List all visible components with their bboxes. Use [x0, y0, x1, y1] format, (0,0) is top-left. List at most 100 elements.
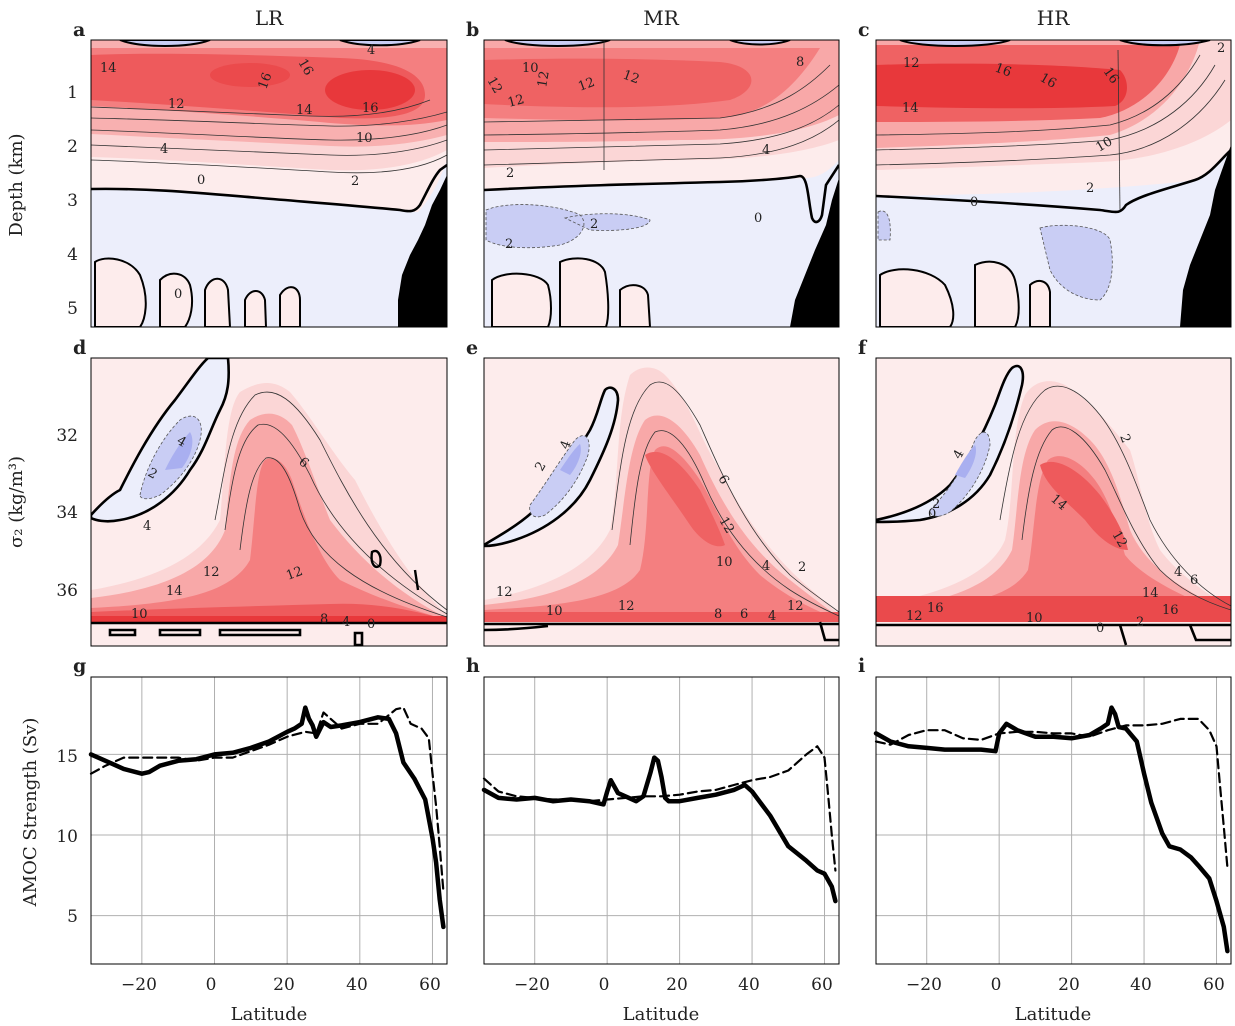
- lat-ticks-g: −20 0 20 40 60: [121, 975, 441, 995]
- panel-c-clabel: 16: [1037, 70, 1059, 91]
- panel-f-band-10: [876, 456, 1231, 622]
- panel-a-core-16b: [210, 63, 290, 87]
- panel-c-contours: [876, 49, 1226, 211]
- series-line-dashed: [874, 717, 1229, 869]
- panel-f-clabel: 14: [1142, 586, 1159, 601]
- panel-a-frame: [90, 39, 448, 328]
- ylabel-depth: Depth (km): [6, 133, 27, 236]
- amoc-tick-15: 15: [56, 747, 78, 767]
- panel-c-clabel: 10: [1094, 134, 1116, 155]
- panel-b-clabel: 12: [506, 92, 526, 111]
- panel-g-background: [91, 677, 447, 964]
- panel-d-negative-deep: [165, 432, 193, 470]
- panel-a-bottom-cells: [94, 257, 301, 327]
- panel-i-frame: [875, 676, 1232, 965]
- panel-b-frame: [483, 39, 840, 328]
- panel-c-clabel: 12: [903, 56, 920, 71]
- panel-a-clabel: 0: [197, 173, 205, 188]
- panel-a-clabel: 4: [160, 142, 168, 157]
- panel-d-clabel: 4: [342, 615, 350, 630]
- panel-a-clabel: 2: [351, 174, 359, 189]
- xlabel-i: Latitude: [1015, 1004, 1092, 1025]
- panel-a-clabel: 4: [367, 43, 375, 58]
- panel-g-frame: [90, 676, 448, 965]
- panel-a-core-16: [325, 70, 415, 110]
- panel-b-clabel: 0: [754, 211, 762, 226]
- panel-c-clabel: 16: [993, 61, 1014, 81]
- panel-d-frame: [90, 357, 448, 647]
- panel-e-clabel: 4: [762, 559, 770, 574]
- panel-g: [88, 676, 448, 965]
- panel-e-negative-deep: [560, 444, 581, 475]
- panel-letter-i: i: [858, 655, 865, 677]
- amoc-ticks: 5 10 15: [56, 747, 78, 927]
- panel-e-clabel: 12: [787, 599, 804, 614]
- panel-a-bathymetry: [398, 175, 447, 327]
- depth-tick-2: 2: [67, 137, 78, 157]
- ylabel-amoc: AMOC Strength (Sv): [20, 718, 41, 908]
- lat-tick-g-0: 0: [206, 975, 217, 995]
- panel-c-core-16: [876, 63, 1127, 109]
- panel-e-clabel: 12: [618, 599, 635, 614]
- panel-f-negative-deep: [955, 445, 976, 478]
- panel-a-clabel: 12: [168, 97, 185, 112]
- panel-a-clabel: 14: [296, 103, 313, 118]
- panel-b-contours: [484, 40, 839, 170]
- panel-a-clabel: 16: [295, 57, 316, 79]
- lat-tick-g-20: 20: [273, 975, 295, 995]
- lat-tick-h-m20: −20: [514, 975, 550, 995]
- depth-tick-4: 4: [67, 245, 78, 265]
- panel-d-small-contour: [370, 549, 420, 591]
- lat-tick-i-60: 60: [1203, 975, 1225, 995]
- panel-letter-c: c: [858, 19, 870, 41]
- panel-a-clabel: 14: [100, 61, 117, 76]
- panel-b-clabel: 4: [762, 143, 770, 158]
- panel-b: 10 12 12 12 12 12 8 4 2 0 2 2: [484, 40, 839, 327]
- sigma-tick-36: 36: [56, 581, 78, 601]
- series-line-dashed: [89, 706, 445, 893]
- lat-ticks-h: −20 0 20 40 60: [514, 975, 833, 995]
- lat-tick-h-0: 0: [599, 975, 610, 995]
- panel-f-clabel: 0: [1096, 621, 1104, 636]
- column-title-lr: LR: [255, 6, 284, 30]
- panel-letter-f: f: [858, 337, 868, 359]
- panel-e-clabel: 2: [798, 560, 806, 575]
- panel-f-clabel: 12: [906, 609, 923, 624]
- depth-tick-3: 3: [67, 191, 78, 211]
- panel-c-clabel: 0: [970, 195, 978, 210]
- lat-tick-i-m20: −20: [906, 975, 942, 995]
- panel-f-contour-labels: 2 4 0 2 14 12 4 6 14 16 12 16 10 0 2: [906, 432, 1198, 636]
- panel-b-clabel: 12: [576, 75, 597, 95]
- lat-tick-g-60: 60: [419, 975, 441, 995]
- panel-b-clabel: 10: [522, 61, 539, 76]
- panel-b-contour-labels: 10 12 12 12 12 12 8 4 2 0 2 2: [484, 55, 804, 252]
- panel-b-bottom-cells: [491, 257, 652, 327]
- panel-b-clabel: 2: [505, 237, 513, 252]
- series-line-dashed: [482, 745, 837, 872]
- panel-c-clabel: 14: [902, 101, 919, 116]
- sigma-tick-32: 32: [56, 426, 78, 446]
- panel-f-frame: [875, 357, 1232, 647]
- column-title-mr: MR: [643, 6, 679, 30]
- panel-c-zero-contour: [876, 149, 1231, 214]
- panel-a: 14 16 16 12 14 16 10 4 2 0 4 0: [91, 40, 447, 327]
- panel-d-clabel: 8: [320, 612, 328, 627]
- panel-b-zero-contour: [484, 164, 839, 224]
- panel-e-clabel: 4: [768, 609, 776, 624]
- panel-a-clabel: 16: [256, 71, 276, 92]
- depth-tick-5: 5: [67, 299, 78, 319]
- panel-f: 2 4 0 2 14 12 4 6 14 16 12 16 10 0 2: [876, 358, 1231, 646]
- lat-tick-i-40: 40: [1130, 975, 1152, 995]
- panel-f-clabel: 12: [1109, 529, 1130, 551]
- panel-b-clabel: 2: [506, 166, 514, 181]
- panel-e-band-10: [484, 446, 839, 622]
- column-title-hr: HR: [1037, 6, 1070, 30]
- panel-d-clabel: 0: [367, 617, 375, 632]
- panel-f-contours: [999, 385, 1231, 611]
- panel-d-bottom-contour: [91, 621, 447, 646]
- panel-f-clabel: 16: [1162, 603, 1179, 618]
- lat-tick-h-20: 20: [666, 975, 688, 995]
- panel-b-bathymetry: [790, 178, 839, 327]
- panel-a-contour-labels: 14 16 16 12 14 16 10 4 2 0 4 0: [100, 43, 379, 302]
